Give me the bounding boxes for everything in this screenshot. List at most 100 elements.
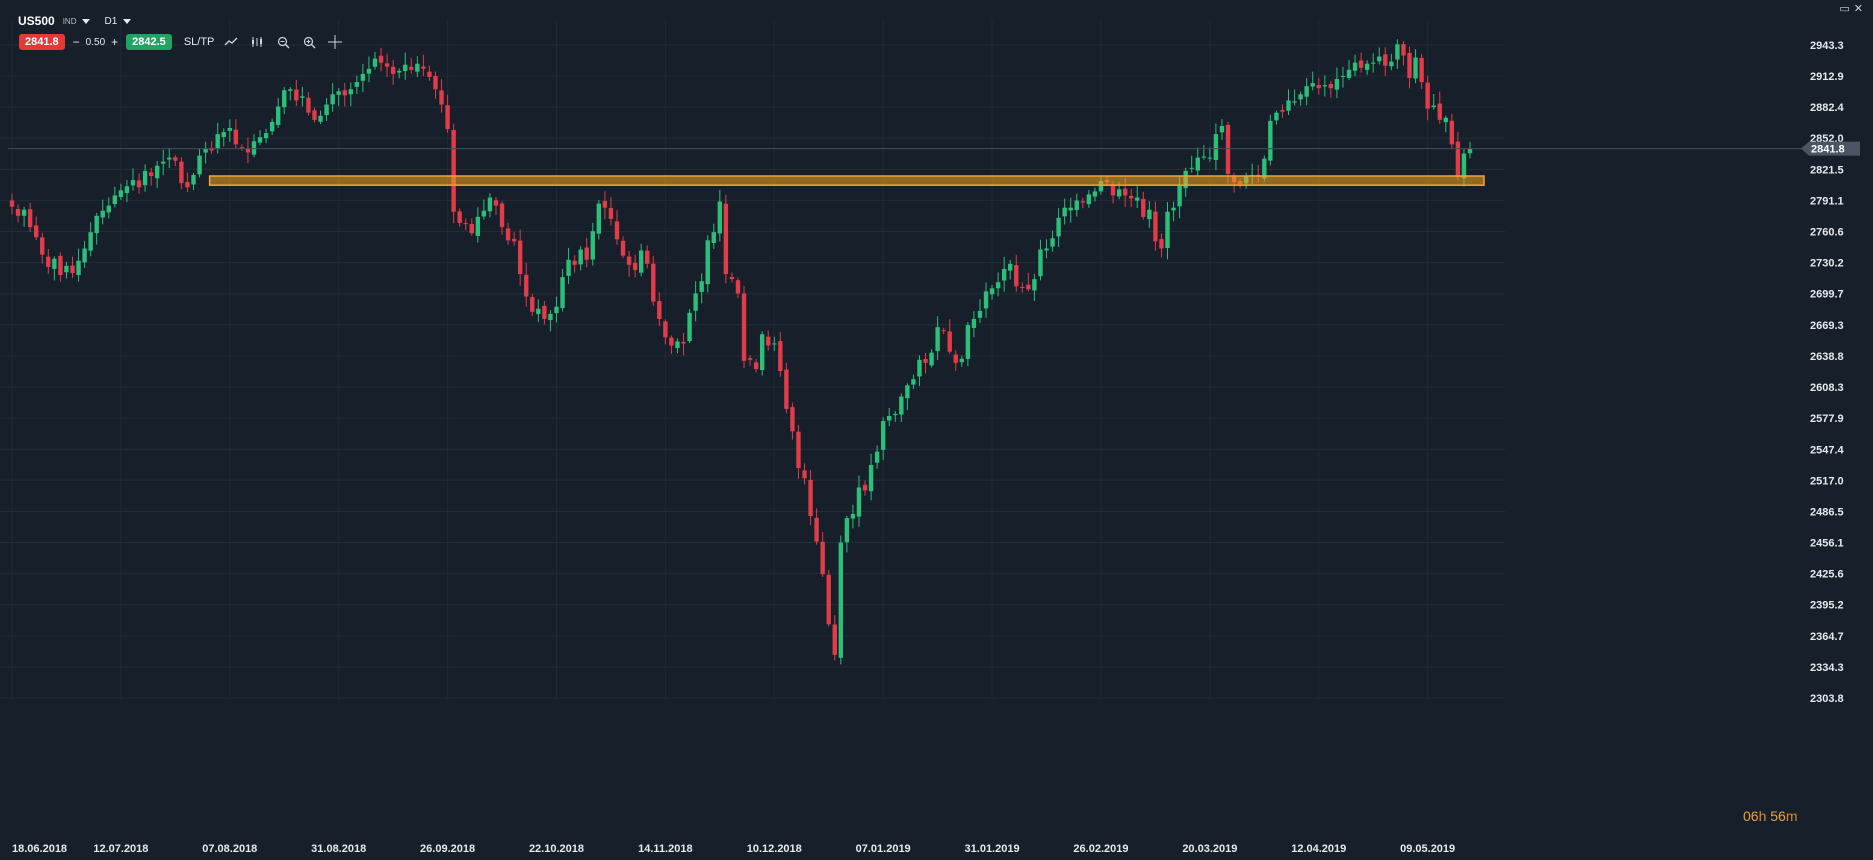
candle-body (705, 240, 710, 285)
candle-body (1177, 185, 1182, 207)
spread-plus-button[interactable]: + (111, 35, 119, 49)
candle-body (681, 341, 686, 344)
candle-body (415, 63, 420, 72)
y-tick-label: 2547.4 (1810, 444, 1845, 456)
candle-body (433, 75, 438, 90)
chevron-down-icon (82, 18, 91, 24)
candle-body (1334, 79, 1340, 90)
candle-body (1068, 207, 1073, 211)
candle-body (1358, 60, 1364, 68)
zoom-in-icon[interactable] (300, 33, 318, 51)
candle-body (1147, 209, 1152, 220)
x-tick-label: 26.02.2019 (1073, 843, 1128, 855)
candle-body (209, 147, 214, 151)
timer-minutes: 56 (1770, 808, 1786, 824)
candle-body (378, 55, 384, 63)
candle-body (1044, 248, 1049, 251)
symbol-label[interactable]: US500 (18, 14, 55, 28)
candle-body (15, 208, 21, 216)
candle-body (1461, 153, 1467, 179)
support-zone[interactable] (208, 175, 1485, 186)
candle-body (971, 318, 977, 328)
candle-body (1419, 57, 1424, 83)
candle-body (499, 203, 505, 228)
candle-body (596, 203, 602, 234)
candle-body (275, 106, 281, 125)
candle-body (850, 513, 856, 519)
maximize-icon[interactable]: ▭ (1839, 3, 1850, 15)
line-chart-icon[interactable] (222, 33, 240, 51)
candle-body (1407, 52, 1412, 78)
candle-body (1122, 188, 1128, 196)
candle-body (1050, 238, 1055, 247)
candle-body (245, 148, 251, 153)
candle-body (173, 157, 178, 161)
y-tick-label: 2577.9 (1810, 413, 1844, 425)
window-controls: ▭ ✕ (1839, 2, 1863, 15)
candle-body (729, 277, 735, 280)
candle-body (21, 209, 27, 216)
candle-body (239, 147, 245, 149)
zoom-out-icon[interactable] (274, 33, 292, 51)
x-tick-label: 10.12.2018 (747, 843, 802, 855)
candle-body (530, 297, 535, 312)
candle-body (651, 263, 656, 302)
candle-body (1201, 156, 1207, 158)
sell-button[interactable]: 2841.8 (19, 34, 65, 50)
candle-body (1395, 44, 1400, 60)
candle-body (300, 96, 305, 98)
candle-body (899, 396, 904, 415)
candle-body (1437, 103, 1442, 120)
candle-body (953, 354, 958, 363)
timeframe-dropdown[interactable]: D1 (104, 16, 132, 27)
candle-body (796, 431, 801, 469)
y-tick-label: 2486.5 (1810, 506, 1844, 518)
candle-body (1165, 211, 1170, 249)
current-price-layer: 2841.8 (8, 141, 1860, 156)
crosshair-icon[interactable] (326, 33, 344, 51)
candle-body (620, 240, 626, 256)
candle-body (524, 274, 529, 297)
candle-body (421, 66, 426, 69)
candle-body (1352, 62, 1358, 71)
candle-body (905, 385, 910, 399)
candle-body (1383, 54, 1388, 66)
y-tick-label: 2456.1 (1810, 537, 1844, 549)
close-icon[interactable]: ✕ (1853, 3, 1863, 15)
candle-body (917, 359, 922, 377)
candle-body (1129, 195, 1134, 199)
x-tick-label: 31.01.2019 (965, 843, 1020, 855)
candle-body (911, 379, 916, 385)
buy-button[interactable]: 2842.5 (126, 34, 172, 50)
candle-body (880, 421, 886, 450)
candle-body (923, 358, 928, 363)
candle-body (348, 89, 353, 95)
indicators-icon[interactable] (248, 33, 266, 51)
candle-body (1322, 85, 1328, 87)
spread-minus-button[interactable]: − (72, 35, 80, 49)
y-tick-label: 2912.9 (1810, 71, 1844, 83)
candle-body (1449, 120, 1455, 145)
candle-body (76, 260, 81, 276)
candle-body (1014, 265, 1019, 287)
candle-body (560, 277, 565, 309)
candle-body (396, 70, 402, 73)
candles (9, 39, 1473, 665)
instrument-type-dropdown[interactable]: IND (63, 17, 91, 26)
candle-body (790, 407, 795, 432)
candle-body (590, 231, 595, 260)
candle-body (820, 541, 825, 575)
candle-body (753, 362, 759, 369)
candle-body (457, 211, 462, 223)
candle-body (161, 161, 166, 164)
candle-body (578, 249, 583, 265)
x-tick-label: 31.08.2018 (311, 843, 366, 855)
y-tick-label: 2395.2 (1810, 600, 1844, 612)
candle-body (542, 305, 547, 319)
candle-body (1443, 117, 1449, 123)
candle-body (451, 129, 456, 212)
sltp-button[interactable]: SL/TP (183, 36, 215, 48)
spread-stepper: − 0.50 + (73, 35, 119, 49)
